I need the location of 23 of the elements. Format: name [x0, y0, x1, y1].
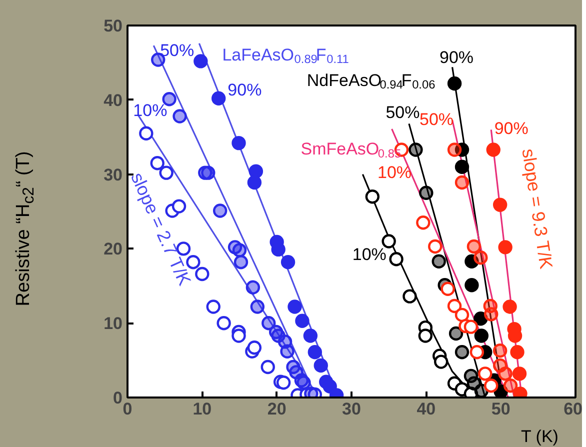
y-tick-label: 40 [104, 90, 123, 110]
x-tick-label: 20 [267, 400, 286, 418]
x-tick-label: 50 [491, 400, 510, 418]
x-tick-label: 60 [564, 400, 583, 418]
series-label: 90% [440, 48, 474, 68]
y-tick-label: 50 [104, 16, 123, 36]
y-tick-label: 30 [104, 165, 123, 184]
y-tick-label: 10 [104, 314, 123, 334]
series-label: 10% [378, 163, 412, 182]
x-tick-label: 40 [416, 400, 436, 418]
series-label: 10% [133, 100, 168, 120]
series-label: 90% [494, 119, 528, 138]
annotation: slope = 9.3 T/K [518, 147, 556, 270]
annotation: slope = 2.7 T/K [126, 170, 195, 288]
y-tick-label: 20 [104, 240, 123, 259]
series-label: 50% [160, 41, 194, 60]
series-label: 50% [420, 110, 454, 130]
x-tick-label: 30 [342, 400, 361, 418]
x-tick-label: 10 [192, 400, 212, 418]
series-label: 10% [352, 245, 386, 264]
x-axis-title: T (K) [521, 427, 558, 446]
series-label: 50% [386, 103, 420, 122]
series-label: 90% [228, 80, 262, 100]
